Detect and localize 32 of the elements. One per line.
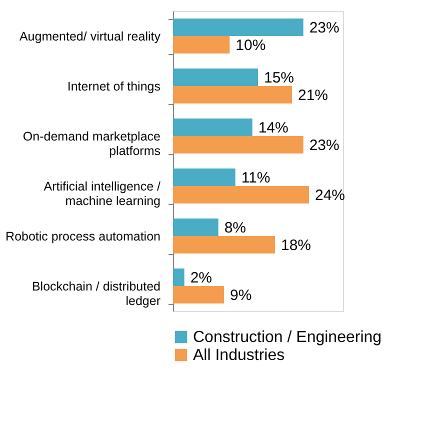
y-tick-label: Internet of things xyxy=(67,80,160,94)
bar xyxy=(173,186,309,204)
data-label: 14% xyxy=(258,119,288,136)
bar xyxy=(173,136,304,154)
bar xyxy=(173,36,230,54)
bar xyxy=(173,268,184,286)
y-tick-label: Robotic process automation xyxy=(6,230,161,244)
data-label: 15% xyxy=(264,69,294,86)
bar xyxy=(173,236,275,254)
y-tick-label: Blockchain / distributed ledger xyxy=(32,280,161,308)
data-label: 23% xyxy=(309,136,340,154)
data-label: 2% xyxy=(190,269,212,286)
y-tick-label: On-demand marketplace platforms xyxy=(22,130,161,158)
data-label: 21% xyxy=(298,86,328,104)
data-label: 10% xyxy=(236,36,266,54)
legend-label: All Industries xyxy=(193,347,285,364)
data-label: 18% xyxy=(281,236,312,254)
data-label: 23% xyxy=(309,19,340,36)
bar xyxy=(173,18,304,36)
bar xyxy=(173,286,224,304)
data-label: 9% xyxy=(230,286,252,304)
y-tick-label: Artificial intelligence / machine learning xyxy=(44,180,162,208)
bar xyxy=(173,68,258,86)
bar xyxy=(173,168,236,186)
data-label: 11% xyxy=(241,169,270,186)
bar xyxy=(173,86,292,104)
legend-label: Construction / Engineering xyxy=(193,329,382,346)
y-tick-label: Augmented/ virtual reality xyxy=(19,30,162,44)
data-label: 8% xyxy=(224,219,246,236)
bar xyxy=(173,118,252,136)
data-label: 24% xyxy=(315,186,346,204)
bar xyxy=(173,218,218,236)
